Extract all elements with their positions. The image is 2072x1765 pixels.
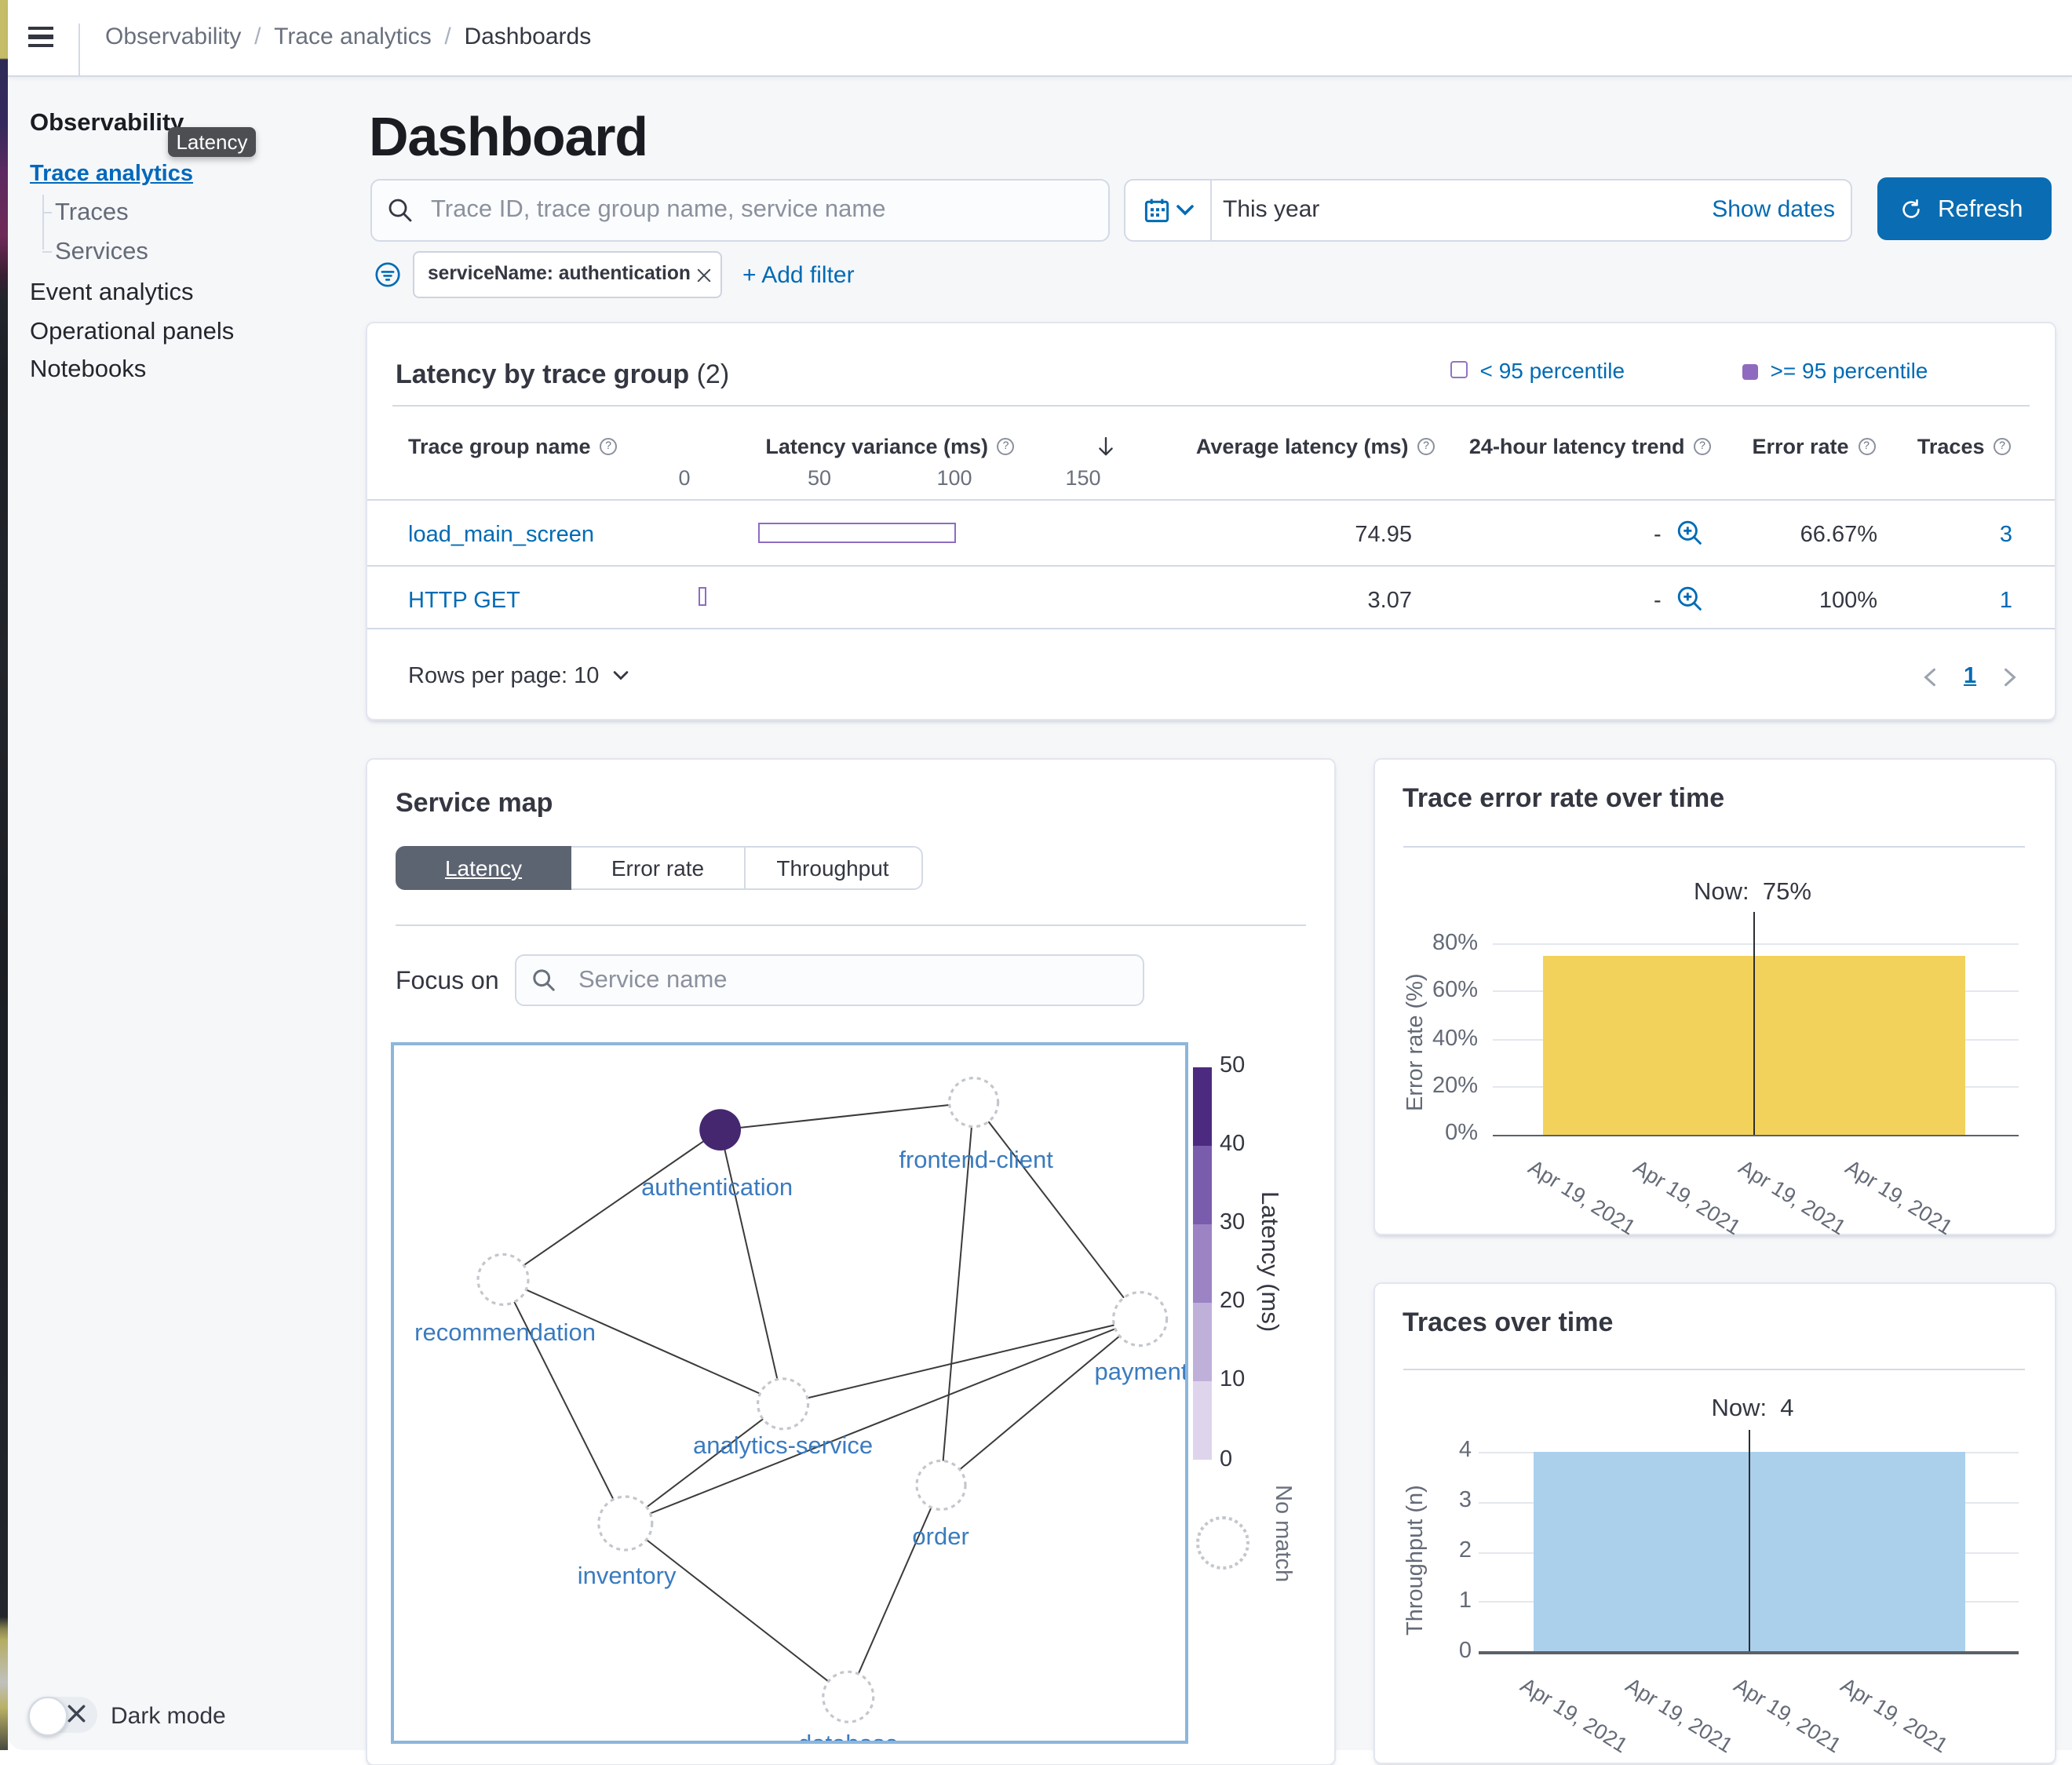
svg-text:database: database <box>798 1730 899 1741</box>
svg-text:payment: payment <box>1095 1358 1185 1385</box>
svg-text:authentication: authentication <box>641 1173 793 1201</box>
svg-text:inventory: inventory <box>578 1562 677 1589</box>
svg-text:analytics-service: analytics-service <box>693 1431 873 1459</box>
svg-text:order: order <box>912 1522 969 1550</box>
svg-text:frontend-client: frontend-client <box>899 1146 1053 1173</box>
svg-text:recommendation: recommendation <box>414 1318 596 1346</box>
